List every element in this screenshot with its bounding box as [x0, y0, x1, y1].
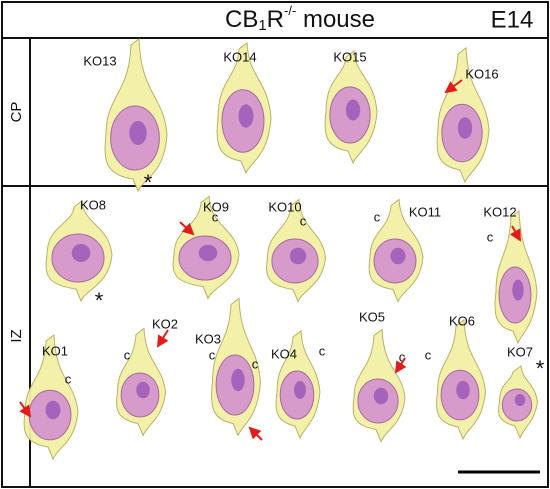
cell-label: KO1 — [42, 343, 68, 358]
cilium-label: c — [124, 347, 131, 362]
nucleus-inner — [71, 244, 91, 262]
cell-label: KO4 — [271, 346, 297, 361]
cell-label: KO10 — [268, 199, 301, 214]
nucleus-inner — [512, 279, 524, 301]
row-label: IZ — [8, 329, 25, 342]
asterisk: * — [95, 288, 104, 313]
title-end: mouse — [296, 6, 375, 33]
cilium-label: c — [212, 209, 219, 224]
nucleus-inner — [456, 380, 470, 400]
cell-label: KO15 — [333, 49, 366, 64]
asterisk: * — [144, 170, 153, 195]
cilium-label: c — [487, 229, 494, 244]
nucleus-inner — [231, 368, 245, 392]
cell-label: KO3 — [195, 331, 221, 346]
cell-label: KO5 — [359, 309, 385, 324]
cell-label: KO14 — [223, 49, 256, 64]
cilium-label: c — [425, 347, 432, 362]
cilium-label: c — [374, 209, 381, 224]
cell-label: KO6 — [449, 313, 475, 328]
cell-label: KO8 — [80, 197, 106, 212]
cell-label: KO13 — [83, 53, 116, 68]
cilium-label: c — [300, 213, 307, 228]
nucleus-inner — [514, 394, 526, 406]
asterisk: * — [536, 356, 545, 381]
title-sup: -/- — [284, 3, 296, 18]
nucleus-inner — [238, 104, 254, 128]
cell-label: KO7 — [507, 344, 533, 359]
red-arrow — [509, 225, 521, 242]
nucleus-inner — [457, 117, 473, 139]
red-arrow — [444, 79, 463, 94]
red-arrow — [19, 401, 32, 418]
nucleus-inner — [294, 381, 306, 399]
red-arrow — [394, 357, 407, 374]
cilium-label: c — [252, 356, 259, 371]
cilium-label: c — [319, 343, 326, 358]
cell-label: KO16 — [465, 66, 498, 81]
nucleus-inner — [45, 400, 61, 420]
cilium-label: c — [65, 371, 72, 386]
cell-label: KO11 — [409, 204, 441, 219]
red-arrow — [156, 329, 169, 348]
stage-label: E14 — [491, 6, 534, 33]
cilium-label: c — [209, 347, 216, 362]
nucleus-inner — [373, 387, 389, 405]
nucleus-inner — [345, 99, 361, 121]
cilium-label: c — [399, 349, 406, 364]
cell-nucleus — [501, 388, 533, 422]
cell-label: KO2 — [152, 316, 178, 331]
row-label: CP — [8, 102, 25, 123]
title-main: CB — [225, 6, 258, 33]
title-mid: R — [267, 6, 284, 33]
nucleus-inner — [136, 381, 150, 399]
cell-label: KO9 — [203, 199, 229, 214]
nucleus-inner — [198, 244, 218, 262]
cell-label: KO12 — [483, 204, 516, 219]
title-sub: 1 — [258, 17, 266, 34]
red-arrow — [179, 221, 195, 236]
red-arrow — [248, 426, 263, 441]
nucleus-inner — [129, 121, 147, 145]
nucleus-inner — [289, 247, 307, 265]
nucleus-inner — [390, 247, 406, 265]
figure-title: CB1R-/- mouse — [225, 3, 375, 34]
